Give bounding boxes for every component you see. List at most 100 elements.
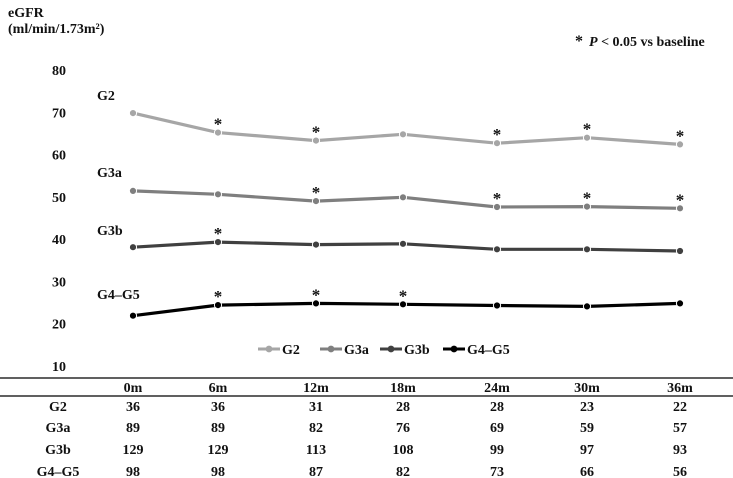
point-g2-24m (492, 139, 502, 148)
legend-marker-g3a (327, 345, 335, 353)
table-row-g3b: G3b 129 129 113 108 99 97 93 (45, 443, 687, 458)
table-cell: 93 (673, 443, 687, 458)
table-cell: 28 (396, 400, 410, 415)
point-g2-6m (213, 128, 223, 137)
point-g3a-36m (675, 204, 685, 213)
x-tick-label-12m: 12m (303, 381, 329, 396)
legend-label-g3b: G3b (404, 343, 430, 358)
point-g4-g5-24m (492, 301, 502, 310)
significance-text: < 0.05 vs baseline (598, 35, 705, 50)
table-cell: 89 (211, 421, 225, 436)
table-cell: 36 (126, 400, 140, 415)
y-tick-label-40: 40 (52, 233, 66, 248)
significance-star-g3a-36m: * (676, 190, 685, 209)
table-cell: 129 (208, 443, 229, 458)
table-cell: 98 (211, 465, 225, 478)
table-cell: 113 (306, 443, 326, 458)
table-cell: 69 (490, 421, 504, 436)
significance-note: * P < 0.05 vs baseline (575, 33, 705, 50)
significance-star-g4-g5-12m: * (312, 285, 321, 304)
table-cell: 23 (580, 400, 594, 415)
table-cell: 57 (673, 421, 687, 436)
x-tick-label-6m: 6m (209, 381, 228, 396)
table-cell: 56 (673, 465, 687, 478)
table-cell: 36 (211, 400, 225, 415)
significance-star-g3a-30m: * (583, 189, 592, 208)
point-g4-g5-0m (128, 311, 138, 320)
point-g3b-24m (492, 245, 502, 254)
y-tick-label-50: 50 (52, 191, 66, 206)
series-label-g4-g5: G4–G5 (97, 288, 140, 303)
point-g3a-0m (128, 186, 138, 195)
significance-star: * (575, 33, 583, 50)
table-cell: 129 (123, 443, 144, 458)
legend-marker-g4-g5 (450, 345, 458, 353)
series-label-g2: G2 (97, 89, 115, 104)
legend-label-g4-g5: G4–G5 (467, 343, 510, 358)
table-row-g2: G2 36 36 31 28 28 23 22 (49, 400, 687, 415)
y-tick-label-10: 10 (52, 360, 66, 375)
significance-star-g2-30m: * (583, 120, 592, 139)
table-cell: 108 (393, 443, 414, 458)
series-lines (128, 109, 685, 320)
significance-star-g4-g5-6m: * (214, 287, 223, 306)
legend-marker-g3b (387, 345, 395, 353)
y-tick-label-20: 20 (52, 318, 66, 333)
point-g3b-12m (311, 240, 321, 249)
point-g2-12m (311, 136, 321, 145)
significance-star-g3a-24m: * (493, 189, 502, 208)
y-tick-label-70: 70 (52, 106, 66, 121)
table-cell: 99 (490, 443, 504, 458)
table-row-label: G2 (49, 400, 67, 415)
significance-star-g2-36m: * (676, 126, 685, 145)
point-g4-g5-18m (398, 300, 408, 309)
x-tick-label-18m: 18m (390, 381, 416, 396)
x-axis-ticks: 0m 6m 12m 18m 24m 30m 36m (124, 381, 694, 396)
point-g3b-6m (213, 238, 223, 247)
y-axis-label-line1: eGFR (8, 6, 45, 21)
point-g4-g5-12m (311, 299, 321, 308)
legend-marker-g2 (265, 345, 273, 353)
table-row-label: G4–G5 (37, 465, 80, 478)
table-cell: 28 (490, 400, 504, 415)
significance-p: P (589, 35, 598, 50)
table-cell: 59 (580, 421, 594, 436)
point-g3a-6m (213, 190, 223, 199)
point-g2-36m (675, 140, 685, 149)
table-row-g3a: G3a 89 89 82 76 69 59 57 (46, 421, 687, 436)
point-g3a-24m (492, 202, 502, 212)
significance-star-g2-12m: * (312, 123, 321, 142)
point-g4-g5-36m (675, 299, 685, 308)
y-tick-label-80: 80 (52, 64, 66, 79)
point-g3b-18m (398, 239, 408, 248)
point-g3a-30m (582, 202, 592, 211)
table-cell: 76 (396, 421, 410, 436)
significance-star-g4-g5-18m: * (399, 286, 408, 305)
point-g2-30m (582, 133, 592, 142)
y-tick-label-60: 60 (52, 149, 66, 164)
table-cell: 31 (309, 400, 323, 415)
series-labels: G2 G3a G3b G4–G5 (97, 89, 140, 303)
table-cell: 89 (126, 421, 140, 436)
count-table: G2 36 36 31 28 28 23 22 G3a 89 89 82 76 69 59 57 G3b 129 1… (37, 400, 687, 478)
series-label-g3a: G3a (97, 166, 122, 181)
point-g3a-18m (398, 193, 408, 202)
y-axis-ticks: 10 20 30 40 50 60 70 80 (52, 64, 66, 375)
y-axis-label-line2: (ml/min/1.73m²) (8, 22, 105, 37)
table-row-label: G3b (45, 443, 71, 458)
series-label-g3b: G3b (97, 224, 123, 239)
legend: G2 G3a G3b G4–G5 (258, 343, 510, 358)
x-tick-label-0m: 0m (124, 381, 143, 396)
x-tick-label-36m: 36m (667, 381, 693, 396)
table-cell: 98 (126, 465, 140, 478)
table-cell: 66 (580, 465, 594, 478)
y-tick-label-30: 30 (52, 275, 66, 290)
significance-star-g3a-12m: * (312, 183, 321, 202)
table-cell: 22 (673, 400, 687, 415)
legend-label-g2: G2 (282, 343, 300, 358)
significance-star-g3b-6m: * (214, 224, 223, 243)
significance-star-g2-24m: * (493, 125, 502, 144)
significance-markers: * * * * * * * * * * * * * (214, 115, 685, 307)
point-g3b-36m (675, 246, 685, 256)
